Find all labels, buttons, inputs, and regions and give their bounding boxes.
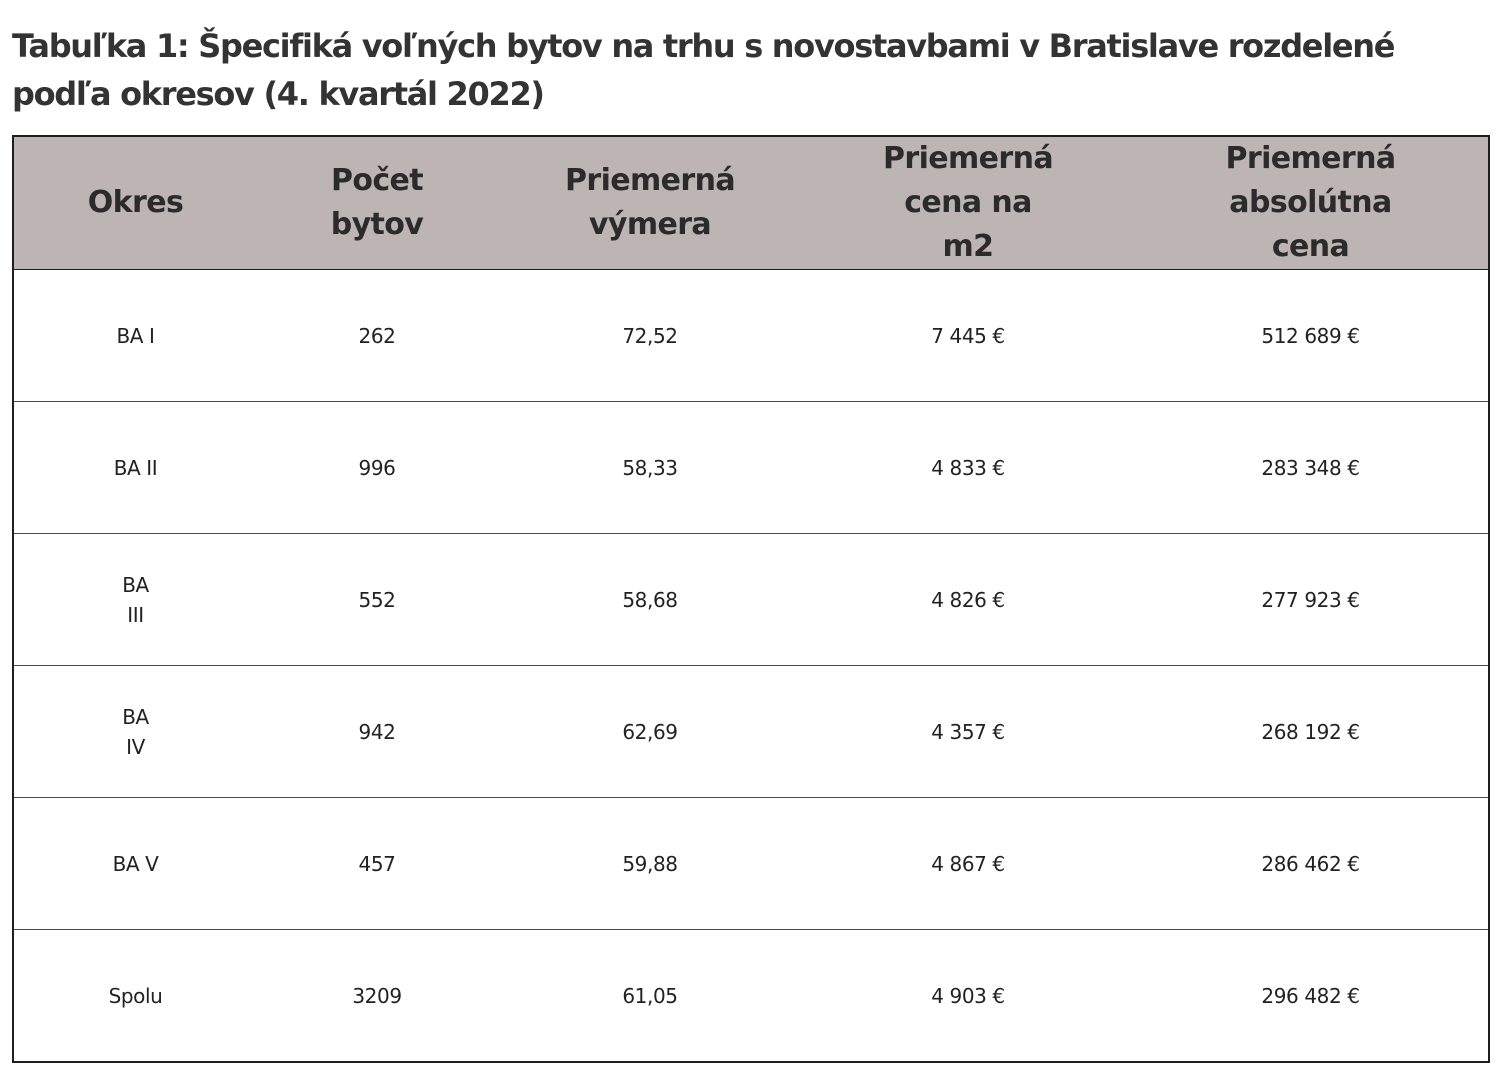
table-cell: 283 348 € bbox=[1133, 401, 1489, 534]
cell-cena-m2: 4 903 € bbox=[931, 983, 1005, 1008]
table-row: BA I 262 72,52 7 445 € 512 689 € bbox=[13, 269, 1489, 402]
table-cell: BA V bbox=[13, 797, 257, 930]
header-cell-okres: Okres bbox=[13, 136, 257, 270]
table-cell: 296 482 € bbox=[1133, 930, 1489, 1063]
table-cell: BA II bbox=[13, 401, 257, 534]
table-row: BA III 552 58,68 4 826 € 277 923 € bbox=[13, 533, 1489, 666]
header-label: Priemerná výmera bbox=[564, 163, 736, 242]
table-cell: 268 192 € bbox=[1133, 665, 1489, 798]
table-row-total: Spolu 3209 61,05 4 903 € 296 482 € bbox=[13, 930, 1489, 1063]
table-cell: BA III bbox=[13, 533, 257, 666]
table-cell: 72,52 bbox=[497, 269, 803, 402]
cell-absolutna-cena: 268 192 € bbox=[1261, 719, 1360, 744]
table-cell: 4 833 € bbox=[803, 401, 1133, 534]
table-cell: 4 903 € bbox=[803, 930, 1133, 1063]
table-cell: 4 357 € bbox=[803, 665, 1133, 798]
cell-pocet-bytov: 996 bbox=[358, 455, 396, 480]
cell-cena-m2: 4 867 € bbox=[931, 851, 1005, 876]
table-cell: 61,05 bbox=[497, 930, 803, 1063]
table-cell: 262 bbox=[257, 269, 497, 402]
table-cell: 942 bbox=[257, 665, 497, 798]
table-cell: 58,33 bbox=[497, 401, 803, 534]
table-cell: 512 689 € bbox=[1133, 269, 1489, 402]
table-header-row: Okres Počet bytov Priemerná výmera Priem… bbox=[13, 136, 1489, 270]
cell-absolutna-cena: 286 462 € bbox=[1261, 851, 1360, 876]
cell-pocet-bytov: 3209 bbox=[352, 983, 402, 1008]
cell-absolutna-cena: 283 348 € bbox=[1261, 455, 1360, 480]
table-cell: 457 bbox=[257, 797, 497, 930]
cell-cena-m2: 7 445 € bbox=[931, 323, 1005, 348]
cell-cena-m2: 4 357 € bbox=[931, 719, 1005, 744]
cell-absolutna-cena: 277 923 € bbox=[1261, 587, 1360, 612]
table-cell: 7 445 € bbox=[803, 269, 1133, 402]
table-cell: 62,69 bbox=[497, 665, 803, 798]
cell-absolutna-cena: 512 689 € bbox=[1261, 323, 1360, 348]
table-cell: BA I bbox=[13, 269, 257, 402]
cell-vymera: 61,05 bbox=[622, 983, 678, 1008]
cell-cena-m2: 4 833 € bbox=[931, 455, 1005, 480]
header-label: Okres bbox=[87, 185, 184, 220]
cell-cena-m2: 4 826 € bbox=[931, 587, 1005, 612]
table-cell: 4 867 € bbox=[803, 797, 1133, 930]
cell-absolutna-cena: 296 482 € bbox=[1261, 983, 1360, 1008]
cell-okres: BA I bbox=[116, 323, 155, 348]
header-cell-pocet-bytov: Počet bytov bbox=[257, 136, 497, 270]
header-label: Počet bytov bbox=[330, 163, 424, 242]
table-cell: 59,88 bbox=[497, 797, 803, 930]
table-cell: 277 923 € bbox=[1133, 533, 1489, 666]
cell-okres: BA III bbox=[122, 572, 149, 627]
cell-vymera: 62,69 bbox=[622, 719, 678, 744]
table-cell: 3209 bbox=[257, 930, 497, 1063]
table-cell: 4 826 € bbox=[803, 533, 1133, 666]
header-cell-priemerna-vymera: Priemerná výmera bbox=[497, 136, 803, 270]
table-cell: 552 bbox=[257, 533, 497, 666]
cell-pocet-bytov: 942 bbox=[358, 719, 396, 744]
cell-okres: BA IV bbox=[122, 704, 149, 759]
cell-okres: Spolu bbox=[108, 983, 163, 1008]
cell-pocet-bytov: 262 bbox=[358, 323, 396, 348]
table-row: BA V 457 59,88 4 867 € 286 462 € bbox=[13, 797, 1489, 930]
cell-vymera: 58,68 bbox=[622, 587, 678, 612]
header-label: Priemerná cena na m2 bbox=[882, 141, 1054, 264]
header-label: Priemerná absolútna cena bbox=[1225, 141, 1396, 264]
table-cell: 58,68 bbox=[497, 533, 803, 666]
table-cell: Spolu bbox=[13, 930, 257, 1063]
cell-pocet-bytov: 457 bbox=[358, 851, 396, 876]
table-cell: 996 bbox=[257, 401, 497, 534]
table-row: BA IV 942 62,69 4 357 € 268 192 € bbox=[13, 665, 1489, 798]
table-cell: BA IV bbox=[13, 665, 257, 798]
cell-okres: BA II bbox=[113, 455, 158, 480]
cell-vymera: 58,33 bbox=[622, 455, 678, 480]
table-title: Tabuľka 1: Špecifiká voľných bytov na tr… bbox=[12, 27, 1395, 113]
table-row: BA II 996 58,33 4 833 € 283 348 € bbox=[13, 401, 1489, 534]
cell-okres: BA V bbox=[112, 851, 159, 876]
header-cell-absolutna-cena: Priemerná absolútna cena bbox=[1133, 136, 1489, 270]
cell-vymera: 59,88 bbox=[622, 851, 678, 876]
apartments-table: Okres Počet bytov Priemerná výmera Priem… bbox=[12, 135, 1490, 1063]
cell-vymera: 72,52 bbox=[622, 323, 678, 348]
header-cell-cena-na-m2: Priemerná cena na m2 bbox=[803, 136, 1133, 270]
cell-pocet-bytov: 552 bbox=[358, 587, 396, 612]
table-cell: 286 462 € bbox=[1133, 797, 1489, 930]
